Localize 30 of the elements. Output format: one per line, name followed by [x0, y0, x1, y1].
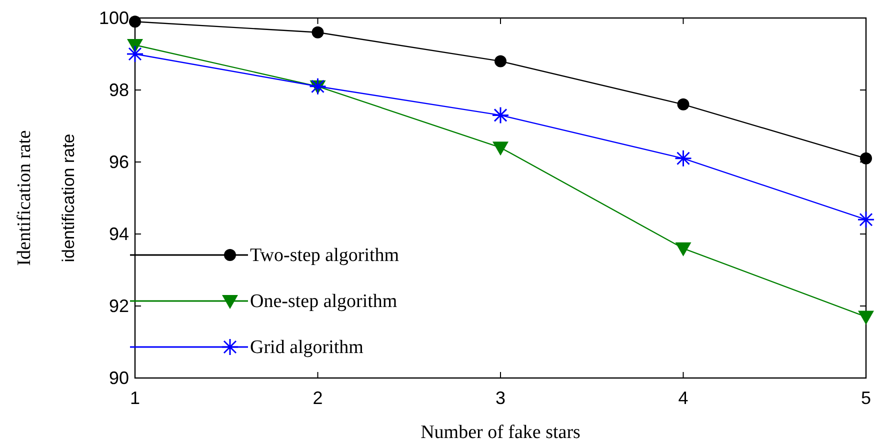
text: identification rate [59, 134, 78, 262]
x-tick-label: 3 [495, 388, 506, 408]
y-tick-label: 96 [108, 152, 129, 172]
point [129, 16, 141, 28]
y-axis-title: Identification rate [14, 130, 35, 266]
y-tick-label: 94 [108, 224, 129, 244]
point [127, 39, 143, 53]
x-tick-label: 5 [860, 388, 872, 408]
x-tick-label: 4 [678, 388, 688, 408]
y-tick-label: 90 [108, 368, 129, 388]
point [860, 152, 872, 164]
point [858, 310, 874, 325]
y-tick-label: 92 [108, 296, 129, 316]
legend-label: One-step algorithm [250, 291, 398, 312]
point [492, 106, 510, 124]
legend-label: Two-step algorithm [250, 245, 400, 266]
y-tick-label: 98 [108, 80, 129, 100]
x-tick-label: 1 [130, 388, 140, 408]
point [312, 26, 324, 38]
point [677, 98, 690, 110]
point [492, 142, 508, 156]
y-tick-label: 100 [98, 8, 129, 28]
point [126, 45, 144, 63]
point [857, 210, 875, 228]
x-tick-label: 2 [312, 388, 323, 408]
point [674, 150, 692, 168]
legend-label: Grid algorithm [250, 337, 364, 358]
point [494, 55, 506, 68]
x-axis-title: Number of fake stars [420, 422, 580, 443]
point [675, 242, 692, 256]
